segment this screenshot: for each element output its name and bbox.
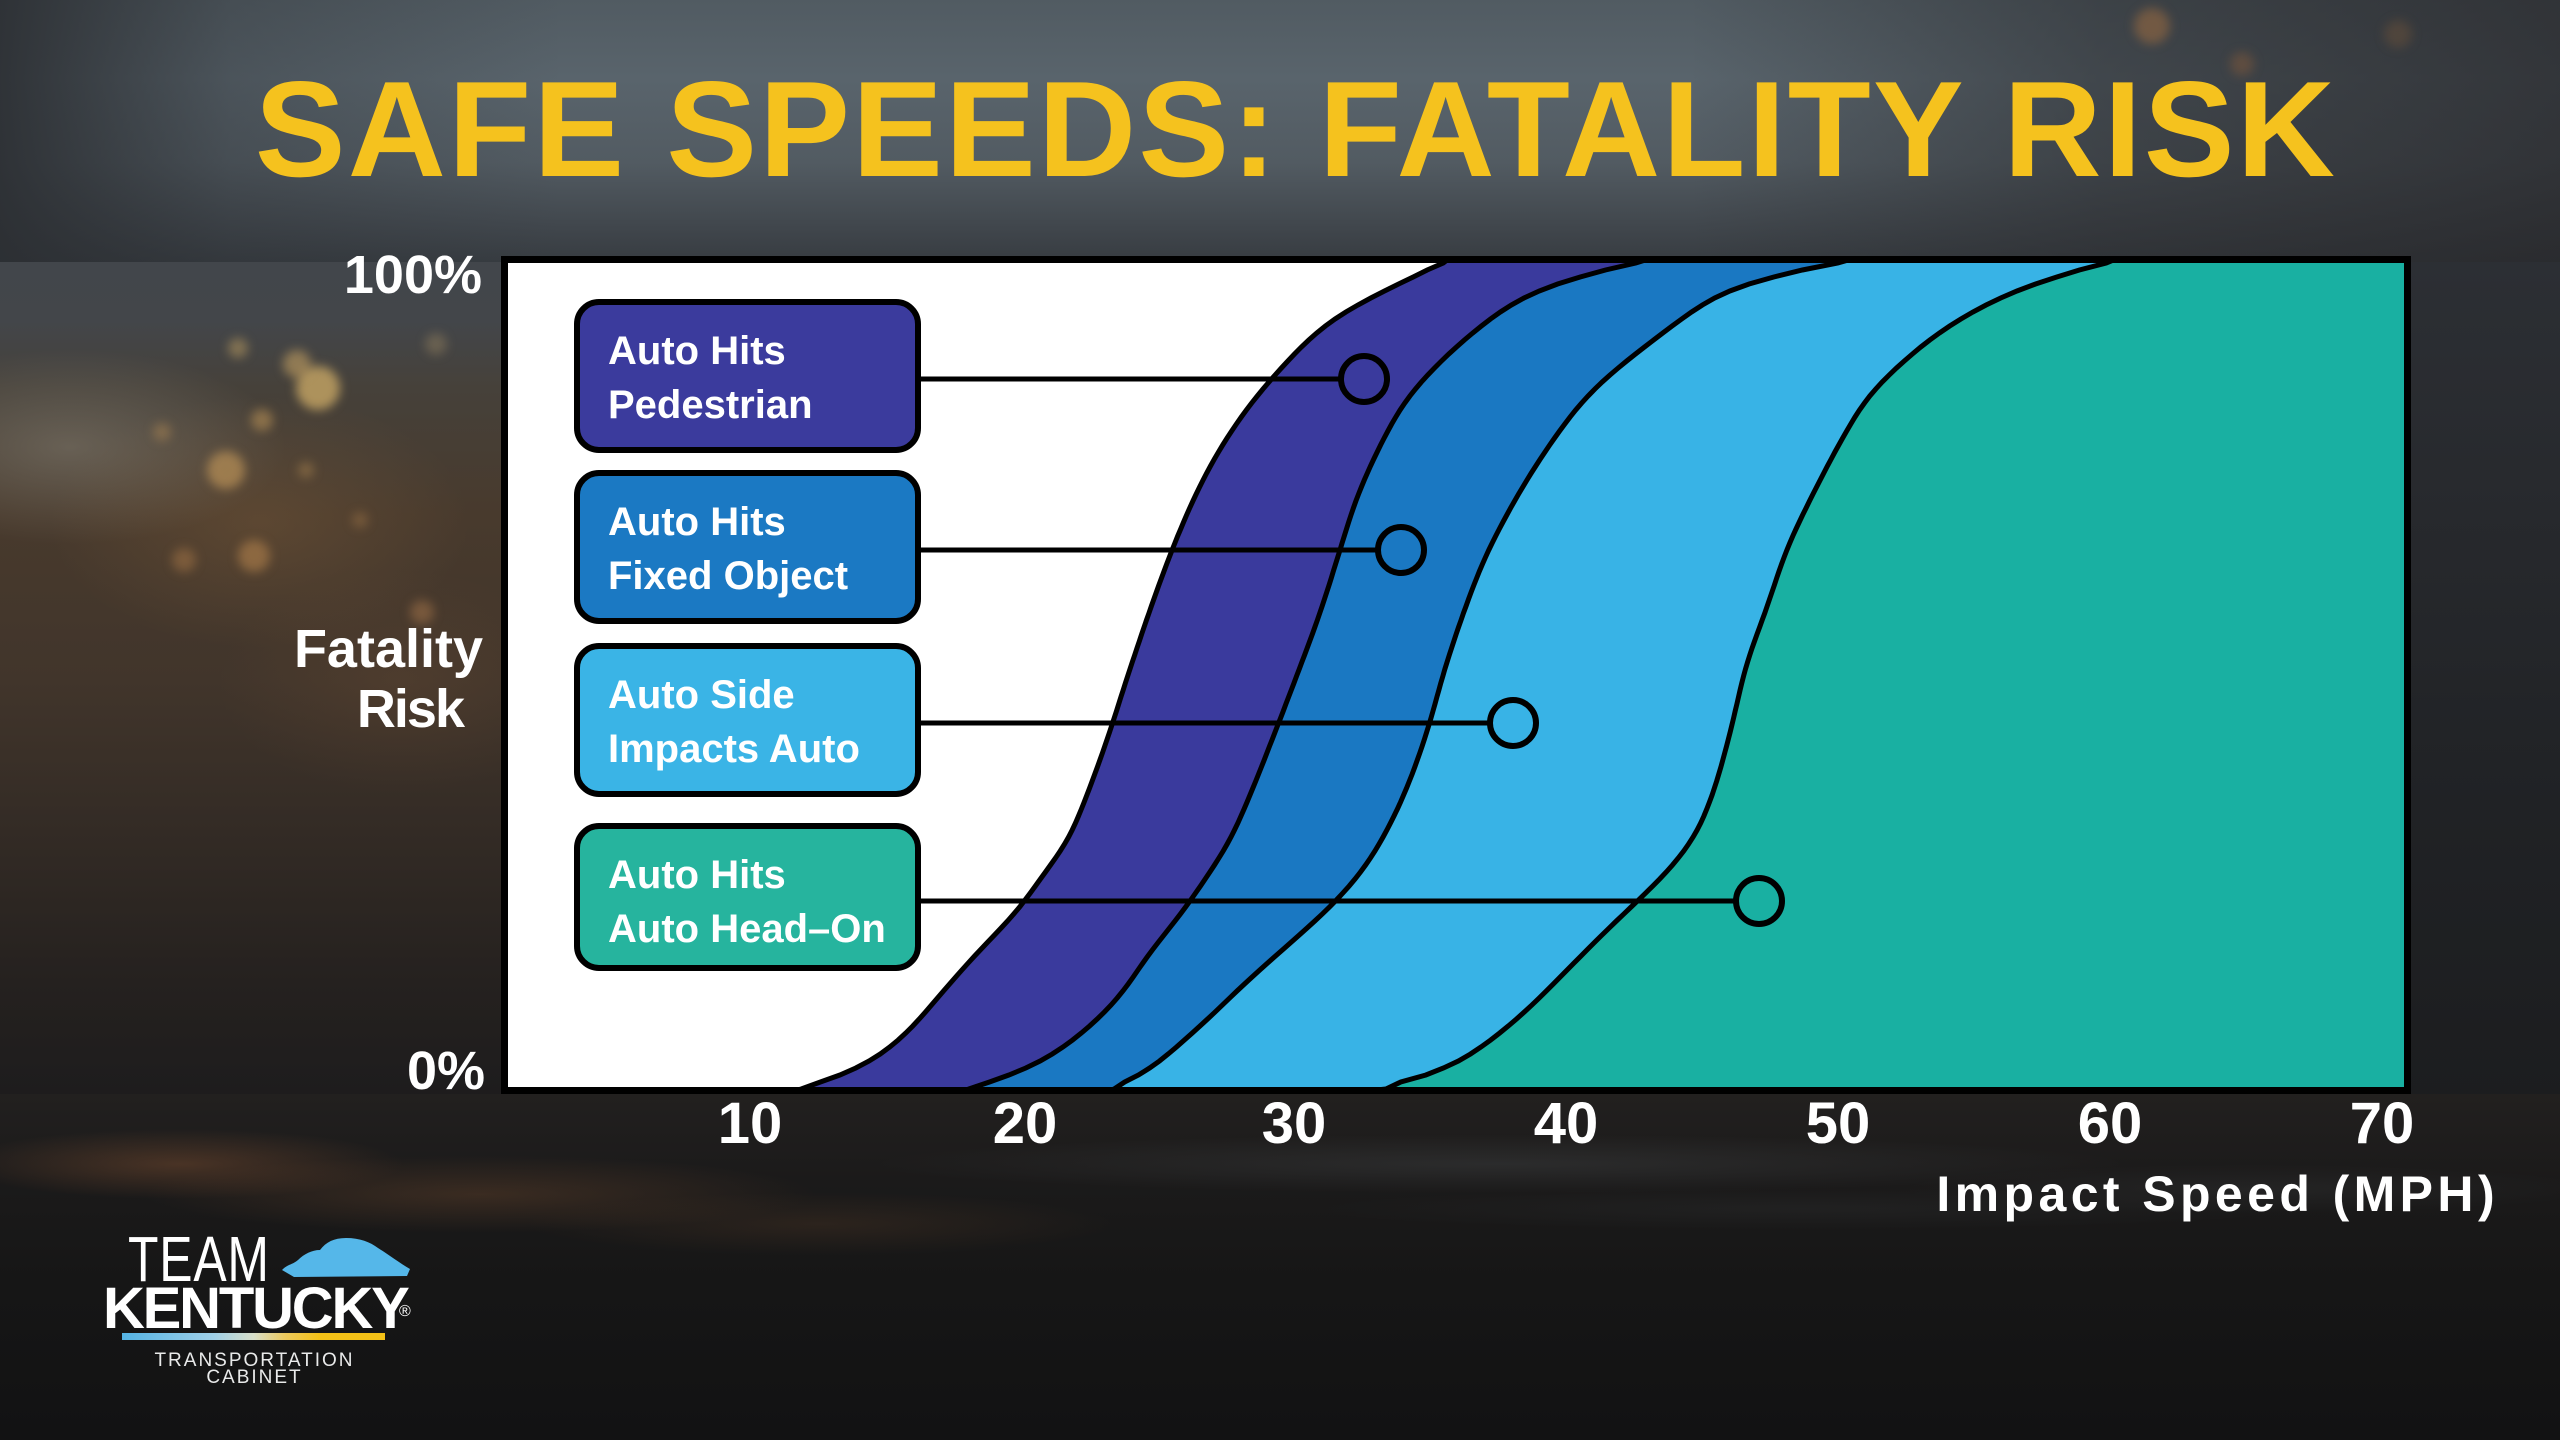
svg-text:Auto Head–On: Auto Head–On: [608, 907, 886, 951]
svg-text:Auto Hits: Auto Hits: [608, 500, 786, 544]
svg-text:Auto Hits: Auto Hits: [608, 853, 786, 897]
svg-text:Pedestrian: Pedestrian: [608, 383, 813, 427]
svg-text:Fixed Object: Fixed Object: [608, 554, 848, 598]
svg-text:Auto Side: Auto Side: [608, 673, 795, 717]
svg-text:Auto Hits: Auto Hits: [608, 329, 786, 373]
svg-text:Impacts Auto: Impacts Auto: [608, 727, 860, 771]
